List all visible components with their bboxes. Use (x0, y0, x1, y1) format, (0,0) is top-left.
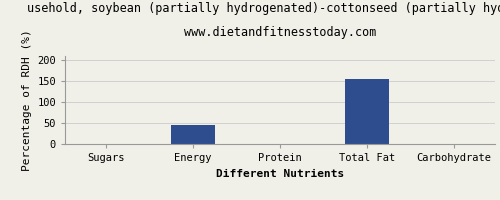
X-axis label: Different Nutrients: Different Nutrients (216, 169, 344, 179)
Text: usehold, soybean (partially hydrogenated)-cottonseed (partially hydroge: usehold, soybean (partially hydrogenated… (27, 2, 500, 15)
Y-axis label: Percentage of RDH (%): Percentage of RDH (%) (22, 29, 32, 171)
Bar (172, 125, 215, 144)
Bar (345, 79, 389, 144)
Text: www.dietandfitnesstoday.com: www.dietandfitnesstoday.com (184, 26, 376, 39)
